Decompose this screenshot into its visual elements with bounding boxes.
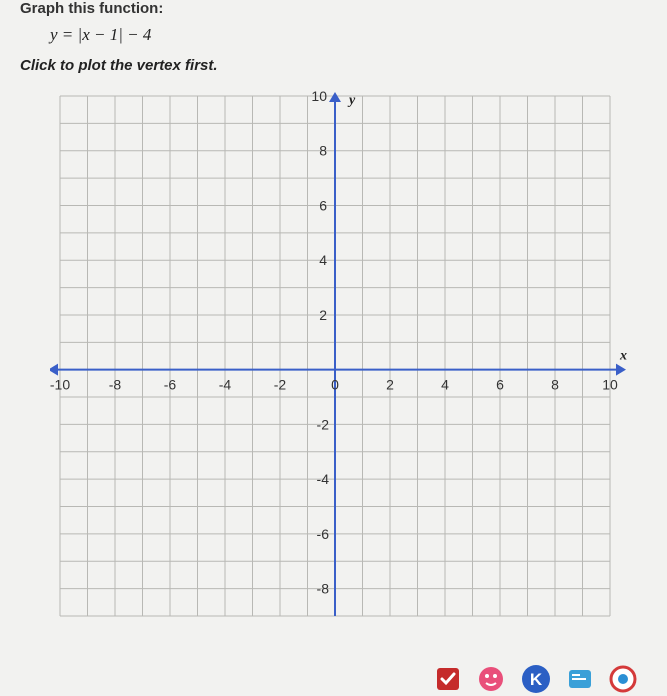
equation-text: y = |x − 1| − 4 (50, 25, 647, 45)
svg-text:2: 2 (319, 307, 327, 323)
svg-text:-4: -4 (317, 471, 330, 487)
coordinate-grid[interactable]: -10 -8 -6 -4 -2 0 2 4 6 8 10 2 4 6 8 10 -2 -4 -6 -8 y x (50, 90, 635, 642)
svg-text:-8: -8 (317, 581, 330, 597)
svg-text:-2: -2 (274, 377, 287, 393)
svg-text:-6: -6 (317, 526, 330, 542)
page-title-truncated: Graph this function: (20, 0, 647, 17)
blue-card-icon[interactable] (567, 666, 593, 692)
svg-text:y: y (347, 93, 356, 108)
svg-text:10: 10 (311, 90, 327, 104)
svg-text:-2: -2 (317, 416, 330, 432)
svg-text:8: 8 (319, 143, 327, 159)
svg-text:x: x (619, 349, 627, 364)
svg-text:-10: -10 (50, 377, 70, 393)
svg-text:2: 2 (386, 377, 394, 393)
svg-text:6: 6 (319, 197, 327, 213)
svg-text:4: 4 (441, 377, 449, 393)
bottom-icon-tray: K (435, 664, 637, 694)
pink-palette-icon[interactable] (477, 665, 505, 693)
svg-text:-8: -8 (109, 377, 122, 393)
svg-text:-6: -6 (164, 377, 177, 393)
svg-text:6: 6 (496, 377, 504, 393)
red-check-icon[interactable] (435, 666, 461, 692)
svg-text:10: 10 (602, 377, 618, 393)
svg-text:K: K (530, 670, 543, 689)
svg-text:0: 0 (331, 377, 339, 393)
svg-text:4: 4 (319, 252, 327, 268)
instruction-text: Click to plot the vertex first. (20, 57, 647, 74)
svg-text:-4: -4 (219, 377, 232, 393)
target-icon[interactable] (609, 665, 637, 693)
k-badge-icon[interactable]: K (521, 664, 551, 694)
graph-area[interactable]: -10 -8 -6 -4 -2 0 2 4 6 8 10 2 4 6 8 10 -2 -4 -6 -8 y x (50, 90, 667, 642)
svg-text:8: 8 (551, 377, 559, 393)
